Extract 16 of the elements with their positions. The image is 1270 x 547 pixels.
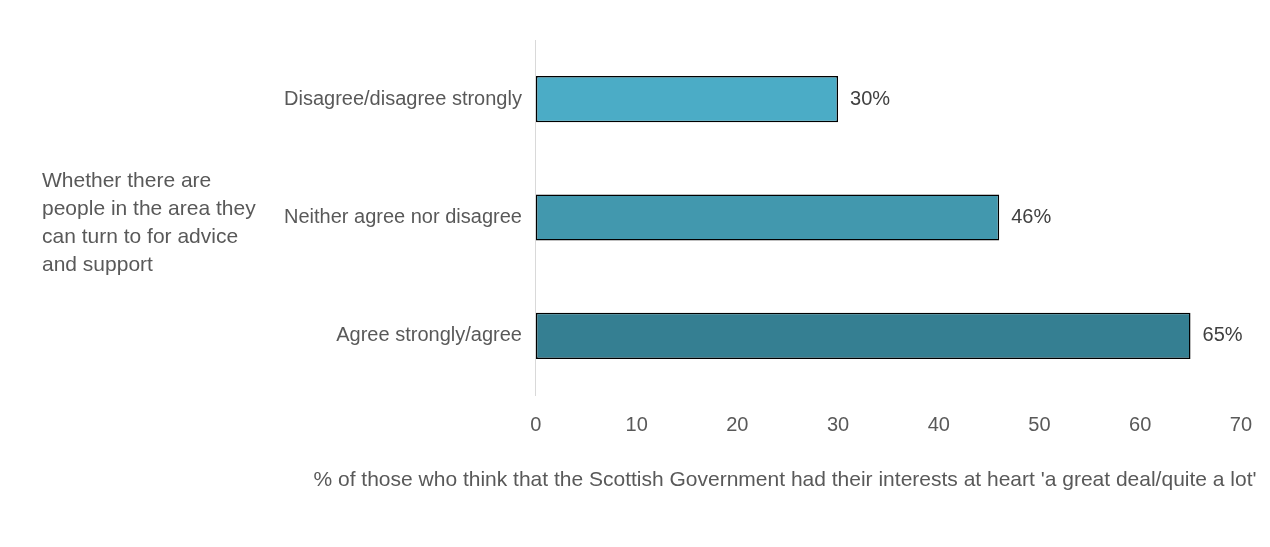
x-tick-label: 10 — [625, 412, 648, 435]
x-tick-label: 30 — [826, 412, 850, 435]
x-axis-title: % of those who think that the Scottish Government had their interests at heart 'a great deal/quite a lot' — [312, 466, 1258, 492]
data-label: 46% — [1011, 205, 1052, 228]
x-tick-label: 40 — [927, 412, 950, 435]
x-tick-label: 50 — [1028, 412, 1051, 435]
y-tick-label: Agree strongly/agree — [336, 323, 522, 346]
x-tick-label: 60 — [1129, 412, 1152, 435]
data-label: 30% — [850, 86, 891, 109]
x-tick-label: 70 — [1229, 412, 1252, 435]
x-tick-label: 0 — [530, 412, 542, 435]
y-tick-label: Neither agree nor disagree — [284, 205, 522, 228]
y-axis-title: Whether there are people in the area they can turn to for advice and support — [42, 167, 257, 277]
data-label: 65% — [1202, 323, 1243, 346]
x-tick-label: 20 — [726, 412, 749, 435]
y-tick-label: Disagree/disagree strongly — [284, 86, 522, 109]
